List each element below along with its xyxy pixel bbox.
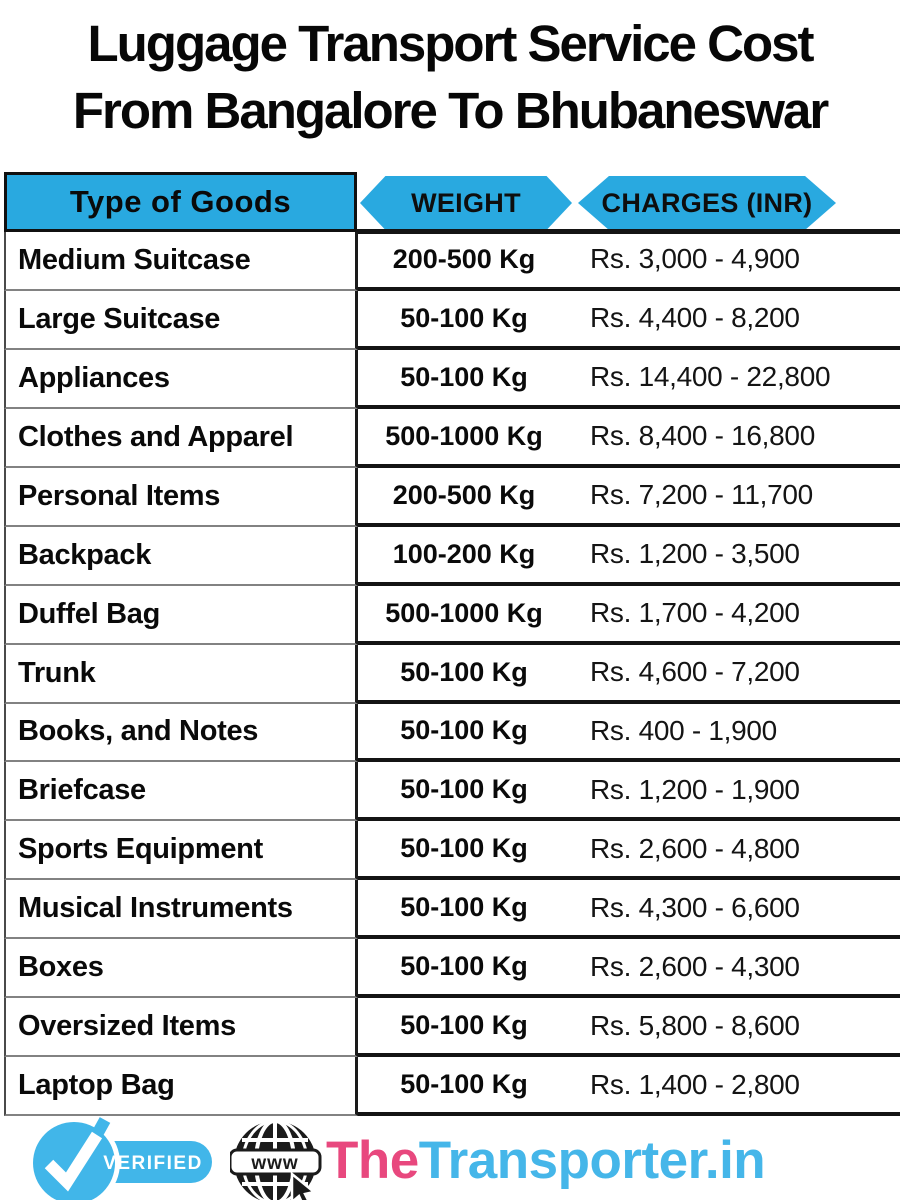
www-globe-icon: www (230, 1119, 322, 1200)
weight-cell: 500-1000 Kg (385, 420, 543, 451)
verified-badge-icon: VERIFIED (28, 1117, 212, 1200)
page-title-line2: From Bangalore To Bhubaneswar (72, 82, 829, 139)
table-row: Musical Instruments 50-100 Kg Rs. 4,300 … (0, 880, 900, 940)
row-right-section: 50-100 Kg Rs. 4,400 - 8,200 (358, 291, 900, 350)
weight-cell: 50-100 Kg (400, 656, 528, 687)
charges-cell: Rs. 3,000 - 4,900 (590, 243, 800, 275)
verified-label: VERIFIED (103, 1153, 203, 1174)
weight-cell: 100-200 Kg (392, 538, 536, 569)
cursor-arrow-icon (290, 1171, 317, 1200)
row-right-section: 200-500 Kg Rs. 7,200 - 11,700 (358, 468, 900, 527)
row-right-section: 50-100 Kg Rs. 2,600 - 4,300 (358, 939, 900, 999)
row-right-section: 500-1000 Kg Rs. 8,400 - 16,800 (358, 409, 900, 468)
weight-cell: 50-100 Kg (400, 302, 528, 333)
page-title: Luggage Transport Service Cost From Bang… (0, 10, 900, 144)
charges-cell: Rs. 2,600 - 4,800 (590, 832, 800, 864)
row-right-section: 50-100 Kg Rs. 5,800 - 8,600 (358, 998, 900, 1058)
goods-cell: Musical Instruments (4, 880, 358, 940)
row-right-section: 200-500 Kg Rs. 3,000 - 4,900 (358, 232, 900, 291)
row-right-section: 100-200 Kg Rs. 1,200 - 3,500 (358, 527, 900, 586)
column-header-type-of-goods: Type of Goods (4, 172, 357, 232)
table-row: Books, and Notes 50-100 Kg Rs. 400 - 1,9… (0, 703, 900, 763)
table-row: Trunk 50-100 Kg Rs. 4,600 - 7,200 (0, 644, 900, 704)
row-right-section: 50-100 Kg Rs. 2,600 - 4,800 (358, 821, 900, 881)
goods-cell: Briefcase (4, 762, 358, 822)
table-row: Clothes and Apparel 500-1000 Kg Rs. 8,40… (0, 408, 900, 468)
pricing-table: Medium Suitcase 200-500 Kg Rs. 3,000 - 4… (0, 232, 900, 1117)
table-row: Oversized Items 50-100 Kg Rs. 5,800 - 8,… (0, 998, 900, 1058)
table-row: Briefcase 50-100 Kg Rs. 1,200 - 1,900 (0, 762, 900, 822)
table-row: Backpack 100-200 Kg Rs. 1,200 - 3,500 (0, 526, 900, 586)
weight-cell: 50-100 Kg (400, 361, 528, 392)
goods-cell: Oversized Items (4, 998, 358, 1058)
weight-cell: 50-100 Kg (400, 1010, 528, 1041)
weight-cell: 50-100 Kg (400, 715, 528, 746)
table-row: Medium Suitcase 200-500 Kg Rs. 3,000 - 4… (0, 232, 900, 291)
column-header-charges: CHARGES (INR) (578, 176, 836, 230)
table-row: Appliances 50-100 Kg Rs. 14,400 - 22,800 (0, 349, 900, 409)
charges-cell: Rs. 7,200 - 11,700 (590, 479, 813, 511)
goods-cell: Boxes (4, 939, 358, 999)
charges-cell: Rs. 1,400 - 2,800 (590, 1068, 800, 1100)
charges-cell: Rs. 4,600 - 7,200 (590, 656, 800, 688)
page-title-line1: Luggage Transport Service Cost (87, 15, 814, 72)
goods-cell: Duffel Bag (4, 585, 358, 645)
row-right-section: 50-100 Kg Rs. 4,600 - 7,200 (358, 645, 900, 704)
table-row: Laptop Bag 50-100 Kg Rs. 1,400 - 2,800 (0, 1057, 900, 1117)
charges-cell: Rs. 14,400 - 22,800 (590, 361, 831, 393)
charges-cell: Rs. 2,600 - 4,300 (590, 950, 800, 982)
goods-cell: Books, and Notes (4, 703, 358, 763)
table-row: Personal Items 200-500 Kg Rs. 7,200 - 11… (0, 467, 900, 527)
table-row: Large Suitcase 50-100 Kg Rs. 4,400 - 8,2… (0, 290, 900, 350)
weight-cell: 50-100 Kg (400, 892, 528, 923)
table-row: Boxes 50-100 Kg Rs. 2,600 - 4,300 (0, 939, 900, 999)
goods-cell: Appliances (4, 349, 358, 409)
weight-cell: 50-100 Kg (400, 833, 528, 864)
row-right-section: 500-1000 Kg Rs. 1,700 - 4,200 (358, 586, 900, 645)
row-right-section: 50-100 Kg Rs. 4,300 - 6,600 (358, 880, 900, 940)
brand-logo-the: The (326, 1131, 419, 1190)
table-row: Duffel Bag 500-1000 Kg Rs. 1,700 - 4,200 (0, 585, 900, 645)
column-header-weight: WEIGHT (360, 176, 572, 230)
globe-www-label: www (250, 1153, 298, 1174)
charges-cell: Rs. 8,400 - 16,800 (590, 420, 815, 452)
table-top-divider (356, 229, 900, 234)
charges-cell: Rs. 1,700 - 4,200 (590, 597, 800, 629)
goods-cell: Clothes and Apparel (4, 408, 358, 468)
row-right-section: 50-100 Kg Rs. 1,400 - 2,800 (358, 1057, 900, 1117)
goods-cell: Laptop Bag (4, 1057, 358, 1117)
weight-cell: 50-100 Kg (400, 774, 528, 805)
table-row: Sports Equipment 50-100 Kg Rs. 2,600 - 4… (0, 821, 900, 881)
charges-cell: Rs. 400 - 1,900 (590, 714, 777, 746)
weight-cell: 50-100 Kg (400, 951, 528, 982)
goods-cell: Personal Items (4, 467, 358, 527)
goods-cell: Medium Suitcase (4, 232, 358, 291)
charges-cell: Rs. 1,200 - 1,900 (590, 773, 800, 805)
goods-cell: Sports Equipment (4, 821, 358, 881)
row-right-section: 50-100 Kg Rs. 1,200 - 1,900 (358, 762, 900, 822)
goods-cell: Trunk (4, 644, 358, 704)
weight-cell: 200-500 Kg (392, 243, 536, 274)
row-right-section: 50-100 Kg Rs. 14,400 - 22,800 (358, 350, 900, 409)
row-right-section: 50-100 Kg Rs. 400 - 1,900 (358, 704, 900, 763)
charges-cell: Rs. 5,800 - 8,600 (590, 1009, 800, 1041)
weight-cell: 50-100 Kg (400, 1069, 528, 1100)
charges-cell: Rs. 1,200 - 3,500 (590, 538, 800, 570)
weight-cell: 500-1000 Kg (385, 597, 543, 628)
goods-cell: Backpack (4, 526, 358, 586)
goods-cell: Large Suitcase (4, 290, 358, 350)
weight-cell: 200-500 Kg (392, 479, 536, 510)
brand-logo: TheTransporter.in (326, 1130, 766, 1191)
charges-cell: Rs. 4,300 - 6,600 (590, 891, 800, 923)
charges-cell: Rs. 4,400 - 8,200 (590, 302, 800, 334)
brand-logo-transporter: Transporter.in (418, 1131, 766, 1190)
